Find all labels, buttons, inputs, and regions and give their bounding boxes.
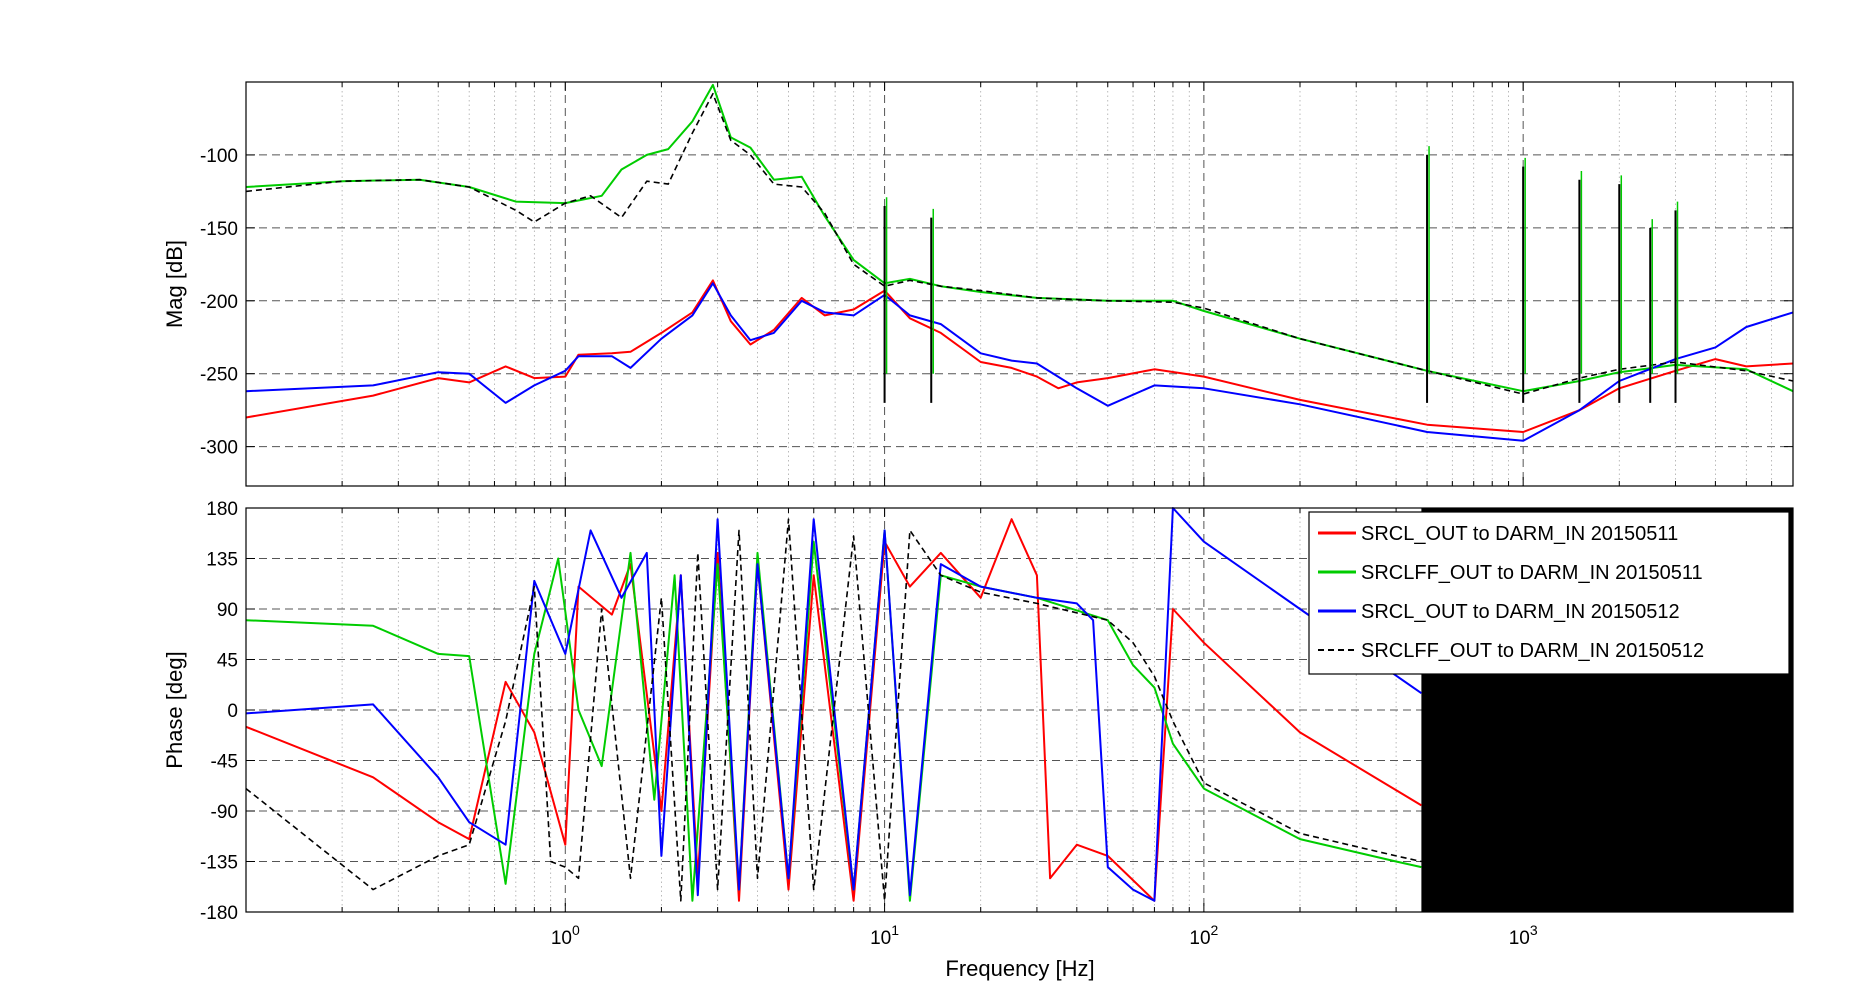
legend-label-4: SRCLFF_OUT to DARM_IN 20150512 [1361, 640, 1704, 662]
legend-label-2: SRCLFF_OUT to DARM_IN 20150511 [1361, 562, 1703, 584]
phase-series-line-1 [245, 518, 1422, 902]
phase-axes-frame [245, 507, 1794, 913]
phase-y-tick-label: -180 [200, 903, 238, 924]
magnitude-axes-frame [245, 81, 1794, 487]
magnitude-series-group [245, 83, 1794, 442]
magnitude-series-line-4 [245, 92, 1794, 395]
phase-x-tick-label: 101 [870, 922, 899, 949]
legend-label-1: SRCL_OUT to DARM_IN 20150511 [1361, 523, 1678, 545]
phase-x-tick-label: 103 [1509, 922, 1538, 949]
magnitude-series-line-2 [245, 83, 1794, 393]
magnitude-series-line-3 [245, 282, 1794, 442]
phase-y-ticks: 180 135 90 45 0 -45 -90 -135 -180 [200, 499, 238, 924]
phase-y-tick-label: 135 [206, 550, 238, 571]
phase-y-tick-label: 180 [206, 499, 238, 520]
phase-y-tick-label: -45 [211, 752, 238, 773]
magnitude-plot-area [246, 82, 1793, 486]
phase-series-line-3 [245, 507, 1422, 902]
magnitude-panel: -100 -150 -200 -250 -300 Mag [dB] [162, 81, 1794, 487]
phase-y-tick-label: -90 [211, 802, 238, 823]
legend-label-3: SRCL_OUT to DARM_IN 20150512 [1361, 601, 1680, 623]
phase-y-tick-label: 90 [217, 600, 238, 621]
phase-x-tick-label: 102 [1189, 922, 1218, 949]
phase-ylabel: Phase [deg] [162, 651, 187, 768]
legend-entries: SRCL_OUT to DARM_IN 20150511 SRCLFF_OUT t… [1318, 523, 1704, 662]
phase-x-ticks: 100 101 102 103 [551, 922, 1538, 949]
magnitude-y-tick-label: -100 [200, 146, 238, 167]
phase-y-tick-label: 45 [217, 651, 238, 672]
magnitude-y-ticks: -100 -150 -200 -250 -300 [200, 146, 238, 459]
magnitude-y-tick-label: -200 [200, 292, 238, 313]
magnitude-ylabel: Mag [dB] [162, 240, 187, 328]
magnitude-y-tick-label: -150 [200, 219, 238, 240]
legend: SRCL_OUT to DARM_IN 20150511 SRCLFF_OUT t… [1308, 511, 1790, 675]
phase-x-tick-label: 100 [551, 922, 580, 949]
phase-xlabel: Frequency [Hz] [945, 956, 1094, 981]
magnitude-y-tick-label: -250 [200, 365, 238, 386]
magnitude-y-tick-label: -300 [200, 438, 238, 459]
phase-y-tick-label: -135 [200, 853, 238, 874]
magnitude-grid [246, 82, 1793, 486]
legend-box [1308, 511, 1790, 675]
phase-y-tick-label: 0 [227, 701, 238, 722]
phase-series-line-4 [245, 518, 1422, 902]
